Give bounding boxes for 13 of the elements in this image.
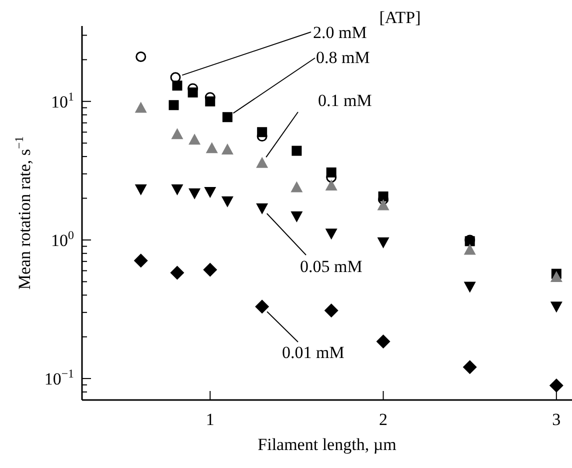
text: 0.8 mM <box>316 48 370 67</box>
x-tick-label: 2 <box>379 410 388 429</box>
legend-label: 0.01 mM <box>282 343 344 362</box>
x-tick-label: 1 <box>206 410 214 429</box>
text: 0.1 mM <box>318 91 372 110</box>
x-tick-label: 3 <box>552 410 561 429</box>
text: 2.0 mM <box>313 23 367 42</box>
x-axis-title: Filament length, µm <box>258 435 396 454</box>
legend-title: [ATP] <box>379 8 421 27</box>
series-label: 0.05 mM <box>300 257 362 276</box>
y-tick-label: 10$^{0}$ <box>51 228 74 250</box>
y-tick-label: 10$^{1}$ <box>51 89 74 112</box>
y-tick-label: 10$^{−1}$ <box>44 366 74 389</box>
